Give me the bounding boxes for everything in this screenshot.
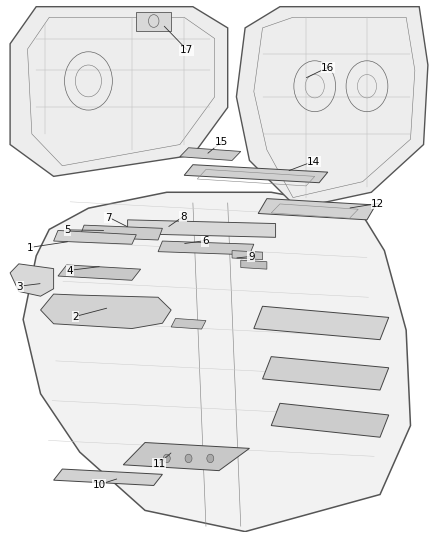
- Polygon shape: [258, 199, 376, 220]
- Polygon shape: [10, 7, 228, 176]
- Polygon shape: [136, 12, 171, 30]
- Circle shape: [207, 454, 214, 463]
- Text: 17: 17: [180, 45, 193, 55]
- Polygon shape: [271, 403, 389, 437]
- Polygon shape: [53, 230, 136, 244]
- Polygon shape: [127, 220, 276, 237]
- Circle shape: [163, 454, 170, 463]
- Text: 10: 10: [93, 480, 106, 490]
- Text: 4: 4: [67, 266, 74, 276]
- Text: 6: 6: [202, 236, 208, 246]
- Text: 15: 15: [215, 138, 228, 148]
- Circle shape: [185, 454, 192, 463]
- Text: 3: 3: [16, 281, 23, 292]
- Text: 5: 5: [64, 225, 71, 236]
- Polygon shape: [41, 294, 171, 328]
- Polygon shape: [10, 264, 53, 296]
- Polygon shape: [241, 260, 267, 269]
- Polygon shape: [23, 192, 410, 531]
- Text: 16: 16: [321, 63, 335, 72]
- Polygon shape: [232, 251, 262, 260]
- Polygon shape: [53, 469, 162, 486]
- Polygon shape: [237, 7, 428, 208]
- Polygon shape: [254, 306, 389, 340]
- Polygon shape: [158, 241, 254, 255]
- Polygon shape: [180, 148, 241, 160]
- Text: 12: 12: [371, 199, 385, 209]
- Text: 1: 1: [26, 243, 33, 253]
- Polygon shape: [58, 265, 141, 280]
- Text: 8: 8: [180, 212, 187, 222]
- Polygon shape: [171, 318, 206, 329]
- Text: 7: 7: [105, 213, 111, 223]
- Polygon shape: [184, 165, 328, 183]
- Text: 2: 2: [72, 312, 79, 322]
- Polygon shape: [80, 225, 162, 240]
- Text: 9: 9: [248, 252, 254, 262]
- Text: 11: 11: [152, 459, 166, 469]
- Polygon shape: [262, 357, 389, 390]
- Polygon shape: [123, 442, 250, 471]
- Text: 14: 14: [307, 157, 321, 166]
